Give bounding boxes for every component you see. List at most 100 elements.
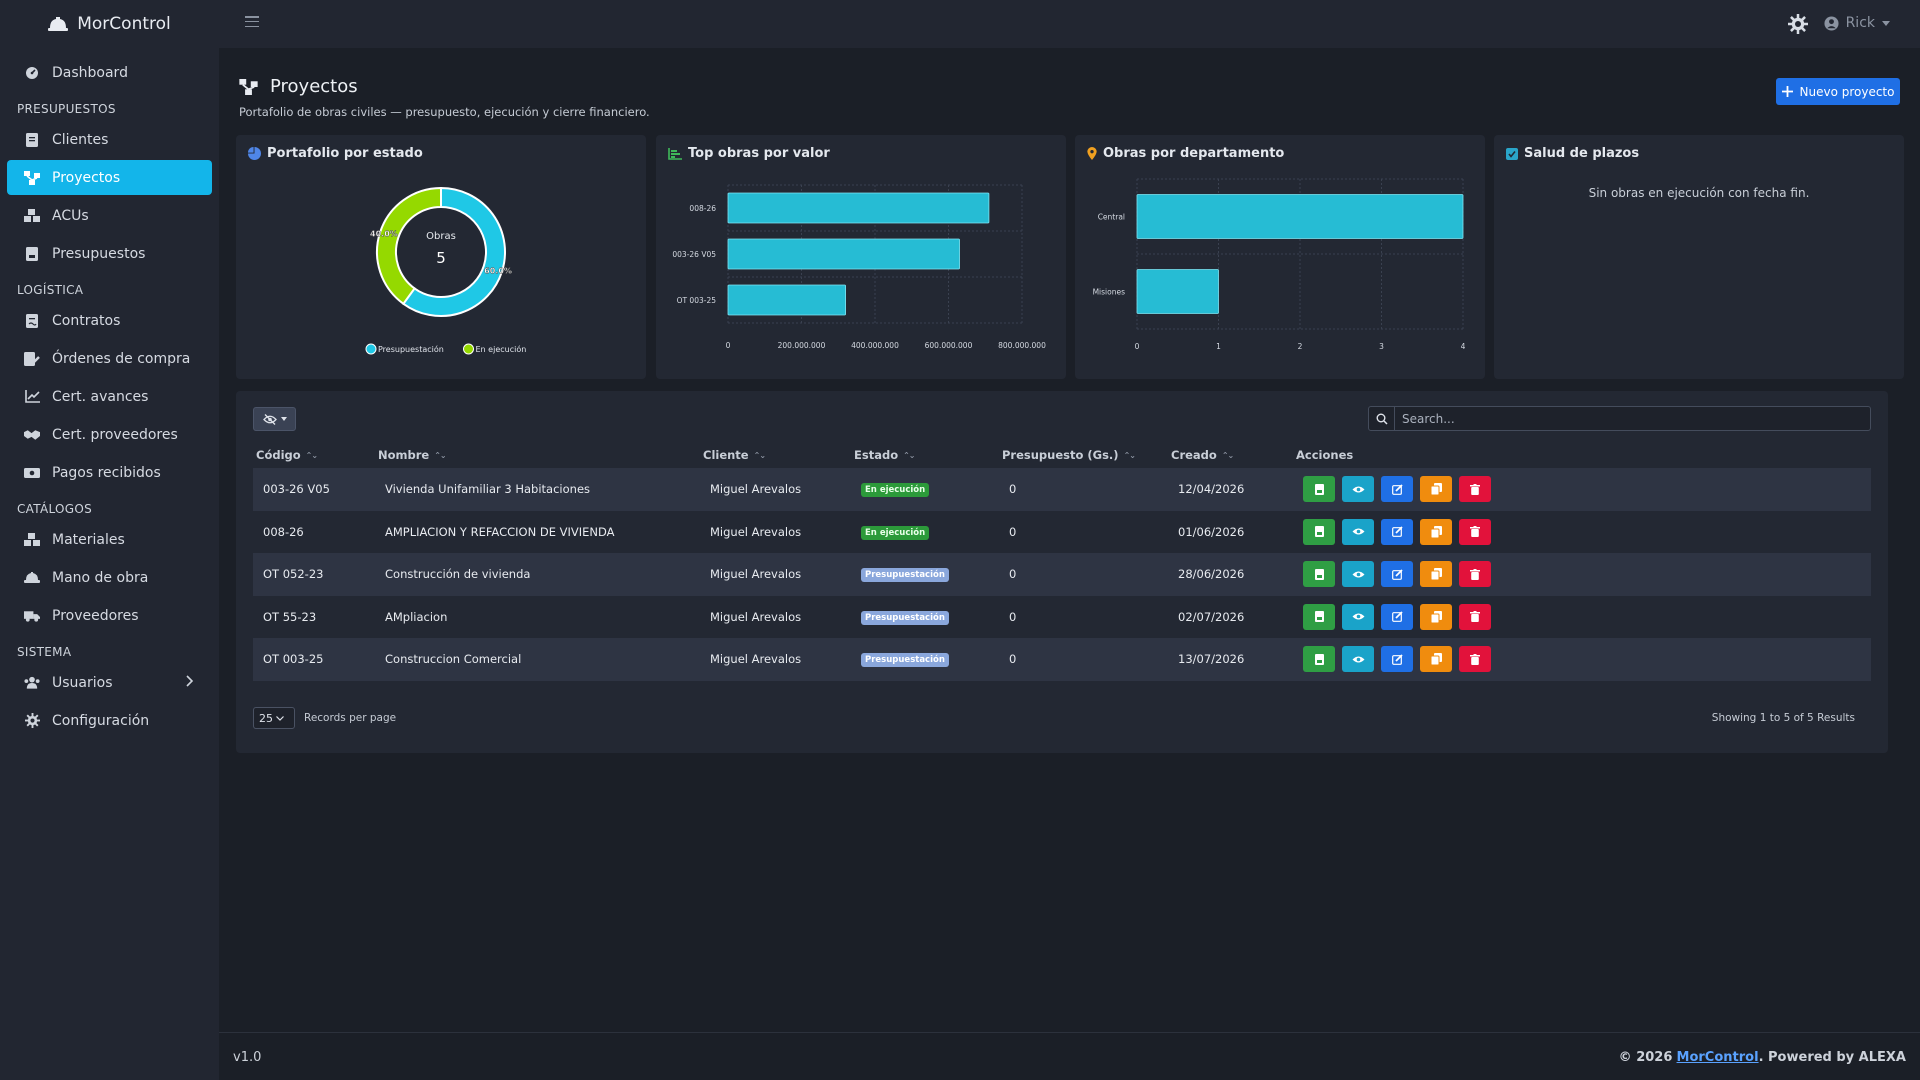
copyright-link[interactable]: MorControl (1676, 1050, 1759, 1065)
x-tick-label: 800.000.000 (998, 341, 1046, 350)
sidebar-item-pagos[interactable]: Pagos recibidos (7, 455, 212, 490)
th-nombre[interactable]: Nombre ⌃⌄ (378, 448, 447, 462)
duplicate-button[interactable] (1420, 646, 1452, 672)
status-badge: Presupuestación (861, 568, 949, 582)
edit-button[interactable] (1381, 476, 1413, 502)
view-button[interactable] (1342, 476, 1374, 502)
y-tick-label: 003-26 V05 (672, 250, 716, 259)
per-page-select[interactable]: 25 (253, 707, 295, 729)
y-tick-label: Central (1098, 213, 1125, 222)
copy-icon (1430, 568, 1442, 580)
view-button[interactable] (1342, 518, 1374, 545)
th-label: Cliente (703, 448, 749, 462)
sidebar-item-mano-obra[interactable]: Mano de obra (7, 560, 212, 595)
x-tick-label: 1 (1216, 342, 1221, 351)
brand[interactable]: MorControl (0, 0, 219, 47)
edit-icon (1391, 526, 1403, 537)
sidebar-item-label: Materiales (52, 531, 125, 548)
gear-icon (24, 713, 40, 729)
sidebar-item-ordenes[interactable]: Órdenes de compra (7, 341, 212, 376)
file-icon (1314, 653, 1324, 665)
sidebar-item-dashboard[interactable]: Dashboard (7, 55, 212, 90)
sidebar-item-proveedores[interactable]: Proveedores (7, 598, 212, 633)
delete-button[interactable] (1459, 476, 1491, 502)
sidebar-item-contratos[interactable]: Contratos (7, 303, 212, 338)
cell-presupuesto: 0 (1009, 609, 1017, 624)
cell-cliente: Miguel Arevalos (710, 652, 802, 666)
status-badge: Presupuestación (861, 653, 949, 667)
sidebar-item-clientes[interactable]: Clientes (7, 122, 212, 157)
view-button[interactable] (1342, 561, 1374, 587)
document-button[interactable] (1303, 646, 1335, 672)
sidebar-item-acus[interactable]: ACUs (7, 198, 212, 233)
document-button[interactable] (1303, 561, 1335, 587)
theme-settings-icon[interactable] (1788, 14, 1808, 34)
eye-icon (1352, 656, 1364, 662)
document-button[interactable] (1303, 518, 1335, 545)
sidebar-item-label: Proveedores (52, 607, 139, 624)
th-cliente[interactable]: Cliente ⌃⌄ (703, 448, 766, 462)
sitemap-icon (239, 78, 258, 95)
th-creado[interactable]: Creado ⌃⌄ (1171, 448, 1234, 462)
th-presupuesto[interactable]: Presupuesto (Gs.) ⌃⌄ (1002, 448, 1136, 462)
bar-chart-top-obras: 0 200.000.000 400.000.000 600.000.000 800.00… (672, 184, 1046, 350)
copy-icon (1430, 525, 1442, 538)
section-presupuestos: PRESUPUESTOS (17, 102, 116, 116)
duplicate-button[interactable] (1420, 561, 1452, 587)
trash-icon (1470, 483, 1480, 495)
document-button[interactable] (1303, 476, 1335, 502)
edit-icon (1391, 611, 1403, 622)
edit-button[interactable] (1381, 646, 1413, 672)
sidebar-item-cert-avances[interactable]: Cert. avances (7, 379, 212, 414)
pie-chart: Obras 5 60.0% 40.0% Presupuestación En eje… (365, 186, 526, 355)
section-catalogos: CATÁLOGOS (17, 502, 93, 516)
cell-creado: 12/04/2026 (1178, 482, 1245, 496)
table-row: OT 052-23 Construcción de vivienda Migue… (253, 553, 1871, 596)
th-estado[interactable]: Estado ⌃⌄ (854, 448, 916, 462)
main-content: Proyectos Portafolio de obras civiles — … (219, 48, 1920, 1032)
th-label: Nombre (378, 448, 430, 462)
new-project-button[interactable]: Nuevo proyecto (1776, 78, 1900, 105)
edit-icon (1391, 568, 1403, 580)
sidebar-item-cert-proveedores[interactable]: Cert. proveedores (7, 417, 212, 452)
view-button[interactable] (1342, 603, 1374, 630)
delete-button[interactable] (1459, 646, 1491, 672)
sidebar-item-configuracion[interactable]: Configuración (7, 703, 212, 738)
card-obras-departamento: Obras por departamento 0 1 2 3 4 Central Misio… (1075, 135, 1485, 379)
card-portafolio-estado: Portafolio por estado Obras 5 60.0% 40.0%… (236, 135, 646, 379)
duplicate-button[interactable] (1420, 476, 1452, 502)
search-input[interactable] (1395, 411, 1865, 426)
cell-cliente: Miguel Arevalos (710, 524, 802, 539)
duplicate-button[interactable] (1420, 603, 1452, 630)
chevron-down-icon (276, 715, 284, 721)
card-top-obras: Top obras por valor 0 200.000.000 400.000.… (656, 135, 1066, 379)
duplicate-button[interactable] (1420, 518, 1452, 545)
trash-icon (1470, 526, 1480, 537)
menu-toggle-icon[interactable] (245, 16, 259, 28)
th-acciones: Acciones (1296, 448, 1353, 462)
edit-button[interactable] (1381, 603, 1413, 630)
chart-line-icon (24, 389, 40, 405)
delete-button[interactable] (1459, 518, 1491, 545)
cell-presupuesto: 0 (1009, 567, 1017, 581)
user-menu[interactable]: Rick (1824, 15, 1890, 31)
delete-button[interactable] (1459, 603, 1491, 630)
sidebar-item-proyectos[interactable]: Proyectos (7, 160, 212, 195)
delete-button[interactable] (1459, 561, 1491, 587)
chart-body: 0 1 2 3 4 Central Misiones (1093, 178, 1466, 351)
per-page-value: 25 (259, 711, 273, 725)
sidebar-item-label: Usuarios (52, 674, 113, 691)
edit-button[interactable] (1381, 561, 1413, 587)
pie-center-value: 5 (436, 249, 446, 267)
view-button[interactable] (1342, 646, 1374, 672)
sidebar-item-usuarios[interactable]: Usuarios (7, 665, 212, 700)
section-logistica: LOGÍSTICA (17, 283, 84, 297)
th-codigo[interactable]: Código ⌃⌄ (256, 448, 318, 462)
document-button[interactable] (1303, 603, 1335, 630)
sidebar-item-materiales[interactable]: Materiales (7, 522, 212, 557)
cell-creado: 01/06/2026 (1178, 524, 1245, 539)
edit-button[interactable] (1381, 518, 1413, 545)
column-visibility-button[interactable] (253, 407, 296, 431)
new-project-label: Nuevo proyecto (1799, 84, 1895, 99)
sidebar-item-presupuestos[interactable]: Presupuestos (7, 236, 212, 271)
